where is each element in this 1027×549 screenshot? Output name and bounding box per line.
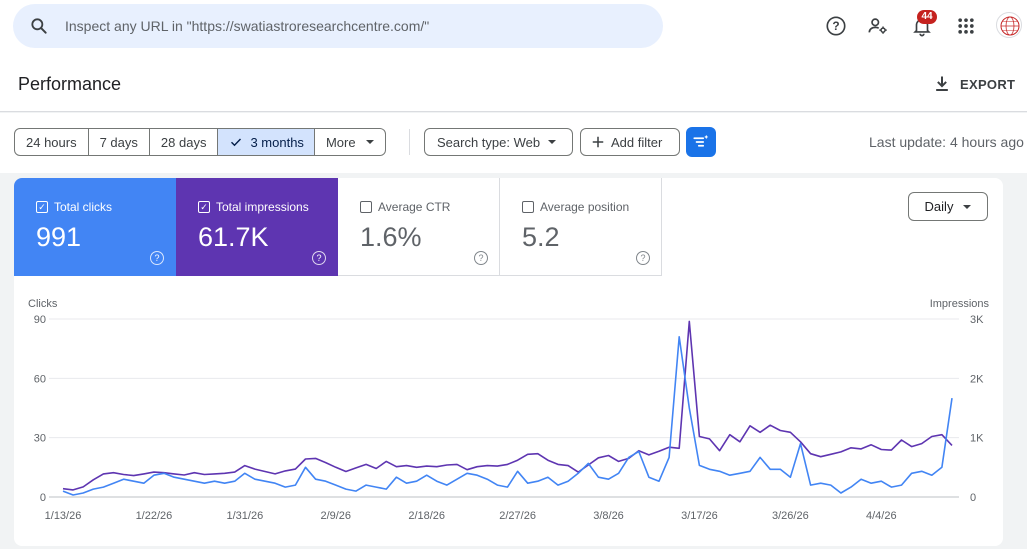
- range-more-dropdown[interactable]: More: [315, 129, 385, 155]
- metric-value: 5.2: [522, 222, 560, 252]
- left-tick-label: 60: [34, 373, 46, 385]
- granularity-label: Daily: [924, 199, 954, 214]
- divider: [409, 129, 410, 155]
- x-tick-label: 2/18/26: [408, 510, 445, 522]
- checkbox-unchecked-icon[interactable]: [522, 201, 534, 213]
- metric-label: Total impressions: [216, 200, 309, 214]
- svg-text:?: ?: [832, 19, 839, 33]
- url-inspection-search[interactable]: Inspect any URL in "https://swatiastrore…: [13, 4, 663, 48]
- left-axis-title: Clicks: [28, 298, 58, 310]
- date-range-selector: 24 hours 7 days 28 days 3 months More: [14, 128, 386, 156]
- help-icon[interactable]: ?: [824, 14, 848, 38]
- account-avatar[interactable]: [996, 12, 1022, 38]
- range-28-days[interactable]: 28 days: [150, 129, 219, 155]
- range-7-days[interactable]: 7 days: [89, 129, 150, 155]
- metric-value: 1.6%: [360, 222, 422, 252]
- top-bar: Inspect any URL in "https://swatiastrore…: [0, 0, 1027, 52]
- left-tick-label: 0: [40, 492, 46, 504]
- granularity-dropdown[interactable]: Daily: [908, 192, 988, 221]
- metric-total-impressions[interactable]: ✓ Total impressions 61.7K ?: [176, 178, 338, 276]
- filter-bar: 24 hours 7 days 28 days 3 months More Se…: [0, 113, 1027, 173]
- page-title: Performance: [18, 74, 122, 94]
- right-tick-label: 3K: [970, 314, 984, 326]
- right-tick-label: 1K: [970, 433, 984, 445]
- x-tick-label: 2/9/26: [320, 510, 351, 522]
- range-label: 3 months: [250, 134, 304, 150]
- metric-value: 991: [36, 222, 82, 252]
- right-tick-label: 0: [970, 492, 976, 504]
- notification-count-badge: 44: [917, 10, 937, 24]
- checkbox-unchecked-icon[interactable]: [360, 201, 372, 213]
- metric-average-position[interactable]: Average position 5.2 ?: [500, 178, 662, 276]
- performance-card: ✓ Total clicks 991 ? ✓ Total impressions 6…: [14, 178, 1003, 546]
- right-tick-label: 2K: [970, 373, 984, 385]
- checkbox-checked-icon[interactable]: ✓: [36, 201, 48, 213]
- range-label: 24 hours: [26, 134, 77, 150]
- metric-average-ctr[interactable]: Average CTR 1.6% ?: [338, 178, 500, 276]
- x-tick-label: 1/22/26: [136, 510, 173, 522]
- plus-icon: [592, 136, 604, 148]
- performance-chart: Clicks Impressions 90 3K 60 2K 30 1K 0 0 1/13/26 1/…: [28, 298, 990, 522]
- metric-total-clicks[interactable]: ✓ Total clicks 991 ?: [14, 178, 176, 276]
- page-header: Performance EXPORT: [0, 52, 1027, 112]
- filter-list-icon: [693, 134, 709, 147]
- range-3-months[interactable]: 3 months: [218, 129, 315, 155]
- range-24-hours[interactable]: 24 hours: [15, 129, 89, 155]
- help-icon[interactable]: ?: [474, 251, 488, 265]
- range-label: 28 days: [160, 134, 207, 150]
- x-tick-label: 3/8/26: [593, 510, 624, 522]
- search-type-dropdown[interactable]: Search type: Web: [424, 128, 573, 156]
- left-tick-label: 90: [34, 314, 46, 326]
- x-tick-label: 1/13/26: [45, 510, 82, 522]
- help-icon[interactable]: ?: [312, 251, 326, 265]
- caret-down-icon: [963, 204, 972, 209]
- export-button[interactable]: EXPORT: [932, 74, 1015, 94]
- export-label: EXPORT: [960, 76, 1016, 92]
- metric-label: Total clicks: [54, 200, 113, 214]
- last-update-text: Last update: 4 hours ago: [869, 134, 1024, 150]
- caret-down-icon: [365, 140, 374, 144]
- search-icon: [31, 18, 47, 34]
- x-tick-label: 3/26/26: [772, 510, 809, 522]
- apps-grid-icon[interactable]: [954, 14, 978, 38]
- series-line-clicks: [62, 335, 953, 496]
- metric-label: Average CTR: [378, 200, 451, 214]
- metric-value: 61.7K: [198, 222, 269, 252]
- filter-settings-button[interactable]: [686, 127, 716, 157]
- x-tick-label: 1/31/26: [226, 510, 263, 522]
- check-icon: [231, 138, 242, 147]
- download-icon: [936, 76, 948, 91]
- help-icon[interactable]: ?: [150, 251, 164, 265]
- manage-users-icon[interactable]: [866, 14, 890, 38]
- search-type-label: Search type: Web: [437, 134, 541, 150]
- range-label: More: [325, 134, 356, 150]
- x-tick-label: 2/27/26: [499, 510, 536, 522]
- series-line-impressions: [62, 320, 953, 491]
- metric-label: Average position: [540, 200, 630, 214]
- left-tick-label: 30: [34, 433, 46, 445]
- caret-down-icon: [548, 140, 557, 144]
- checkbox-checked-icon[interactable]: ✓: [198, 201, 210, 213]
- add-filter-label: Add filter: [611, 134, 663, 150]
- right-axis-title: Impressions: [930, 298, 990, 310]
- search-input[interactable]: Inspect any URL in "https://swatiastrore…: [65, 18, 430, 34]
- x-tick-label: 3/17/26: [681, 510, 718, 522]
- add-filter-button[interactable]: Add filter: [580, 128, 680, 156]
- x-tick-label: 4/4/26: [866, 510, 897, 522]
- range-label: 7 days: [99, 134, 138, 150]
- help-icon[interactable]: ?: [636, 251, 650, 265]
